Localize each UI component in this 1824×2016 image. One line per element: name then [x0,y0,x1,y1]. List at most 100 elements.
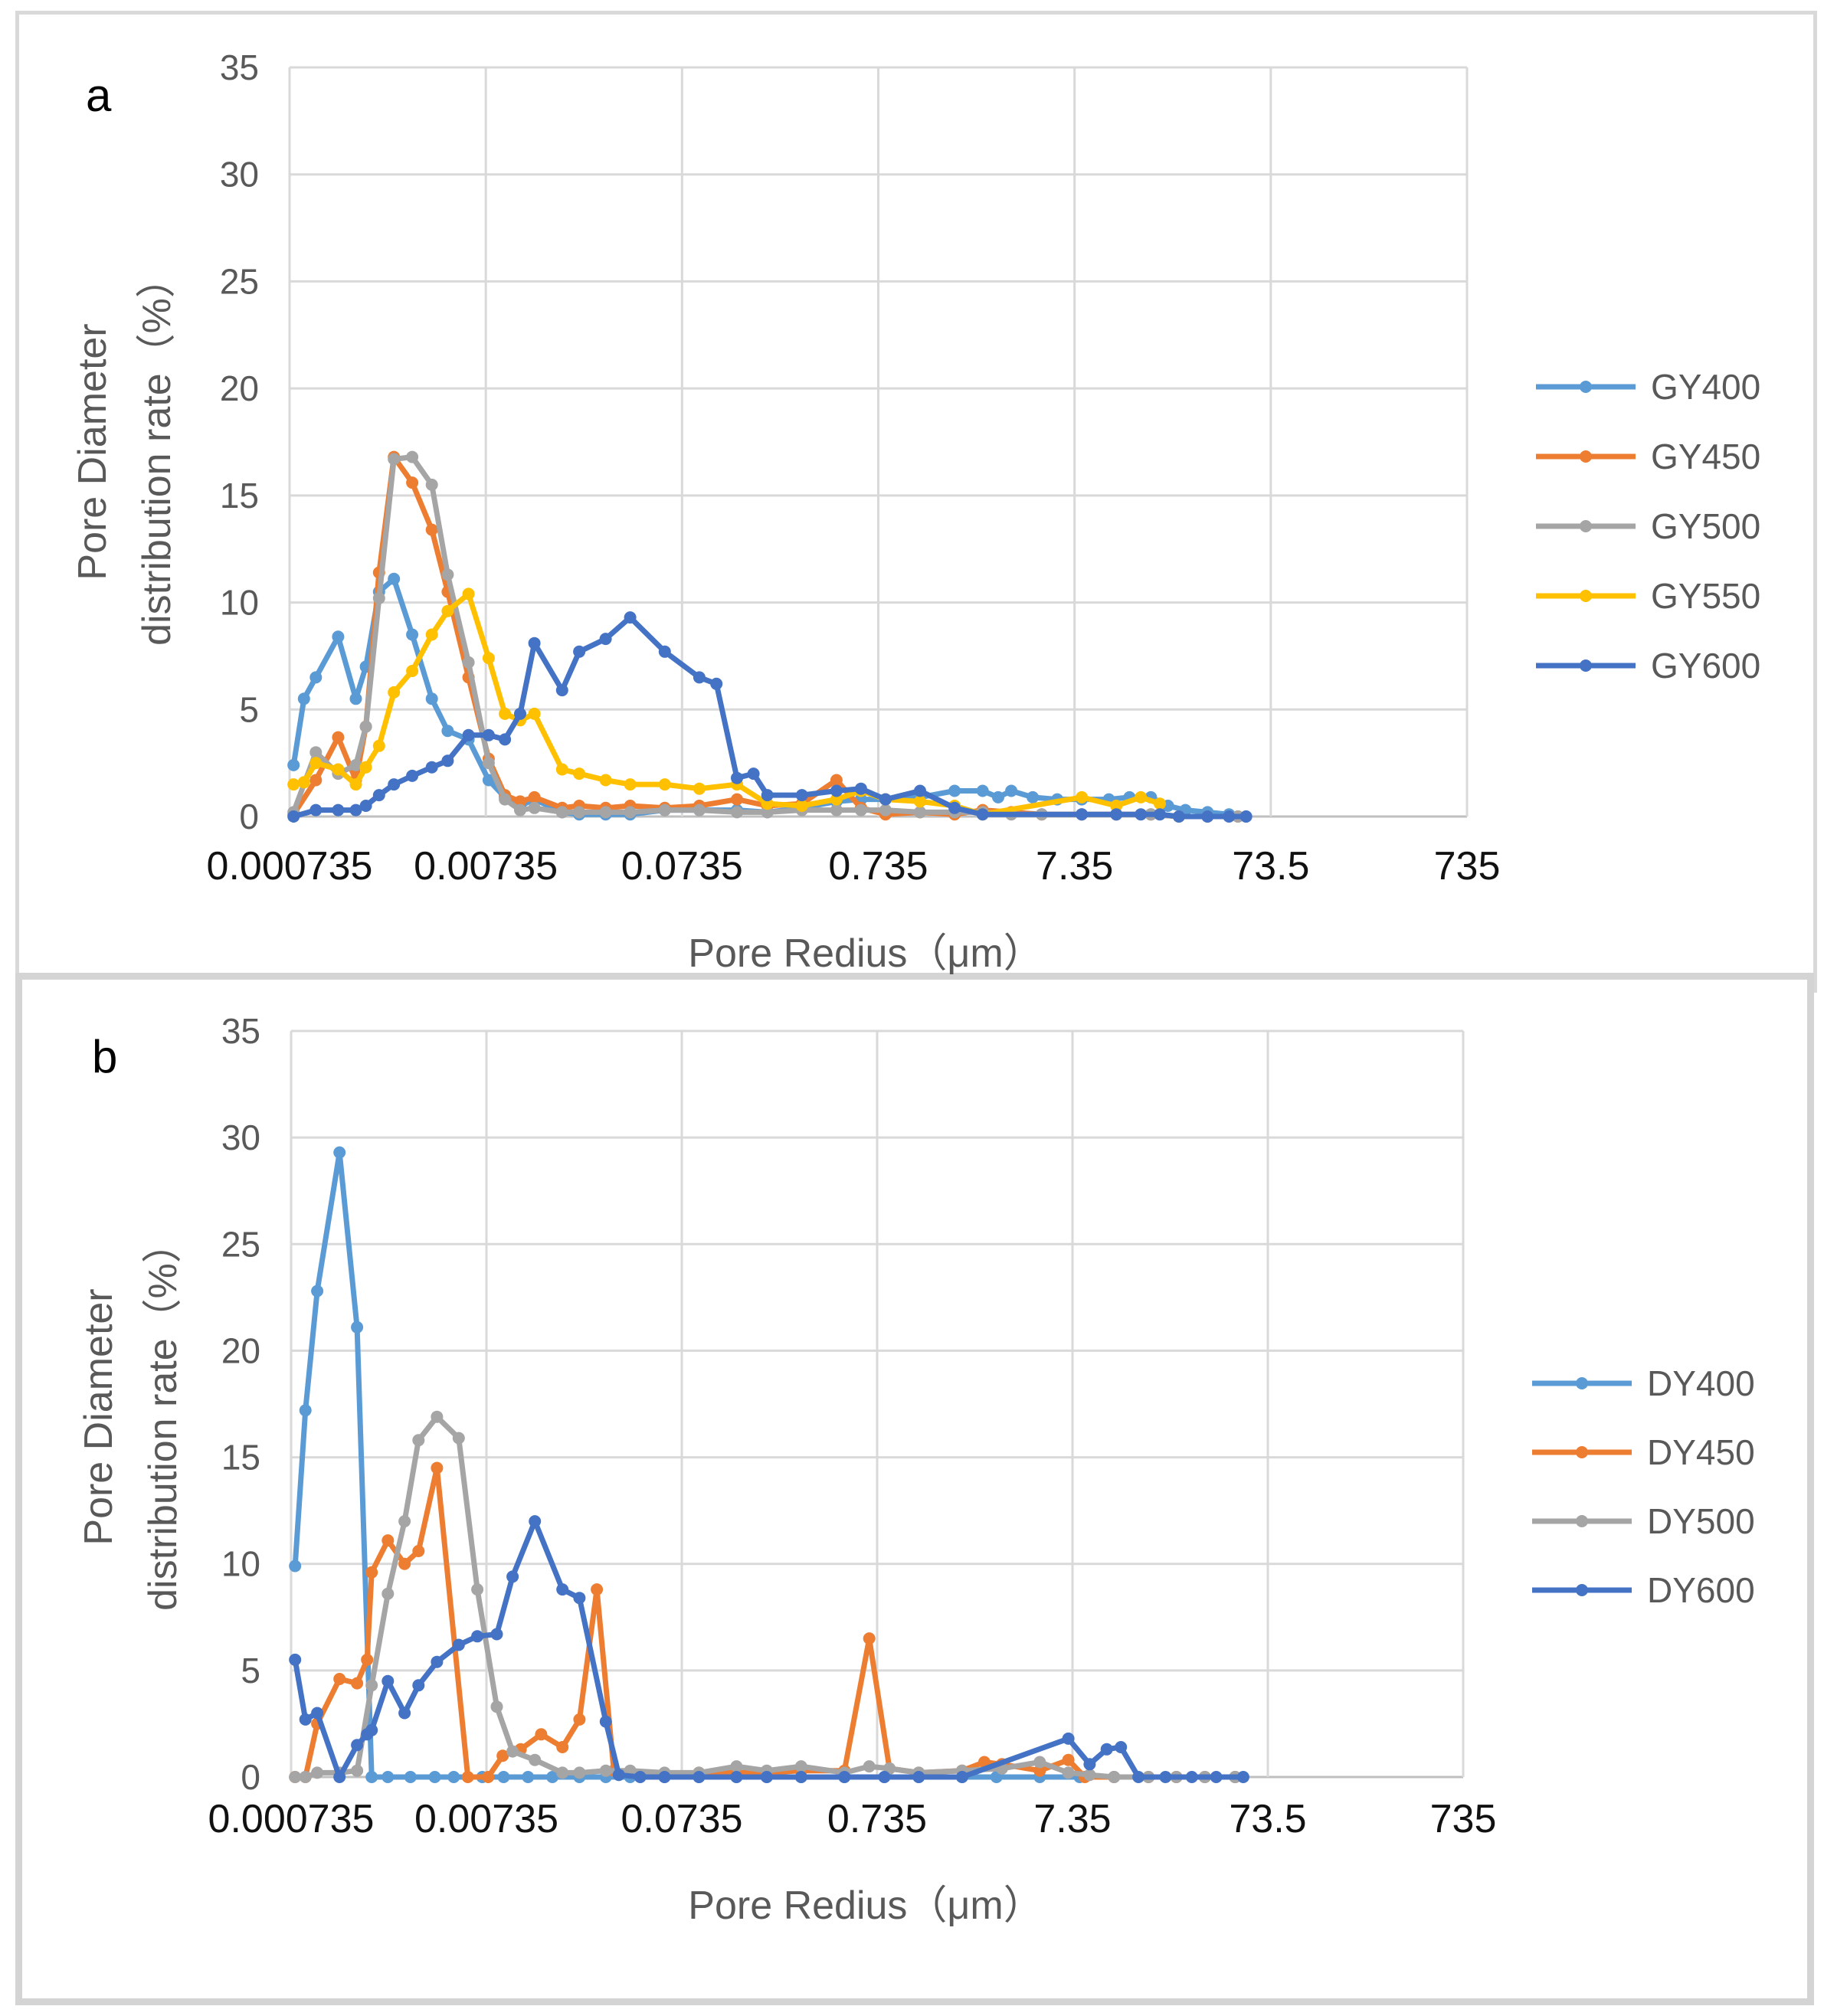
data-point-dy400 [351,1321,364,1334]
data-point-gy500 [406,450,419,463]
data-point-dy400 [404,1771,417,1783]
data-point-gy550 [555,763,568,776]
data-point-gy500 [372,592,385,604]
x-tick-label: 73.5 [1232,844,1309,889]
legend-marker-dy500 [1576,1515,1588,1527]
data-point-dy500 [431,1410,444,1423]
data-point-gy400 [388,572,401,585]
x-tick-label: 0.0735 [621,844,743,889]
data-point-gy400 [349,692,362,705]
legend-label-gy500: GY500 [1651,506,1760,546]
data-point-dy600 [1185,1771,1198,1783]
data-point-gy450 [309,774,323,787]
data-point-gy600 [388,778,401,791]
series-line-dy450 [292,1465,1238,1780]
data-point-dy500 [529,1753,542,1766]
x-tick-label: 73.5 [1229,1797,1306,1841]
data-point-gy600 [747,767,760,781]
data-point-dy600 [431,1655,444,1668]
data-point-gy550 [482,652,495,665]
data-point-dy450 [361,1653,374,1666]
data-point-dy500 [599,1764,612,1777]
legend-marker-gy600 [1580,659,1592,672]
data-point-dy450 [863,1632,876,1645]
data-point-gy550 [624,778,637,791]
x-tick-label: 735 [1434,844,1501,889]
data-point-dy400 [522,1771,535,1783]
data-point-gy500 [573,806,586,819]
data-point-dy400 [365,1771,378,1783]
y-tick-label: 20 [221,1330,260,1370]
data-point-gy400 [332,630,345,643]
data-point-gy550 [1154,797,1166,810]
data-point-dy450 [333,1673,346,1685]
data-point-gy600 [693,671,706,684]
chart-a: a 0 5 10 15 20 25 30 35 0.000735 0.00735 0.0735 0.… [70,47,1760,976]
y-tick-label: 10 [220,583,259,623]
data-point-gy550 [658,778,671,791]
legend-marker-dy400 [1576,1377,1588,1389]
data-point-dy600 [556,1583,569,1596]
data-point-gy550 [425,628,438,641]
data-point-gy600 [948,801,961,814]
data-point-dy600 [382,1674,395,1687]
y-tick-label: 10 [221,1544,260,1584]
data-point-gy550 [1135,790,1148,803]
data-point-gy450 [731,793,743,806]
data-point-dy400 [311,1285,324,1298]
data-point-dy600 [1083,1758,1096,1771]
data-point-gy500 [499,793,512,806]
data-point-dy600 [311,1707,324,1720]
data-point-dy600 [838,1771,851,1783]
data-point-dy600 [1100,1743,1113,1756]
x-tick-label: 0.000735 [208,1797,375,1841]
series-line-gy600 [290,614,1249,820]
data-point-dy450 [382,1534,395,1547]
data-point-dy500 [311,1766,324,1779]
data-point-gy500 [658,803,671,817]
data-point-gy550 [1076,790,1089,803]
data-point-dy600 [955,1771,968,1783]
data-point-dy600 [634,1771,647,1783]
data-point-gy550 [309,757,323,770]
data-point-dy600 [452,1638,465,1651]
data-point-gy600 [528,637,541,650]
data-point-gy600 [499,733,512,746]
data-point-gy400 [992,790,1004,803]
data-point-gy600 [795,789,808,802]
data-point-dy500 [556,1766,569,1779]
data-point-gy500 [830,803,843,817]
y-axis-title-line1: Pore Diameter [77,1288,121,1545]
data-point-gy500 [761,806,774,819]
data-point-gy550 [914,795,926,808]
data-point-dy600 [1062,1732,1075,1745]
data-point-dy400 [333,1146,346,1159]
data-point-gy500 [731,806,743,819]
data-point-gy450 [406,476,419,489]
data-point-dy450 [365,1566,378,1579]
data-point-dy500 [365,1679,378,1692]
data-point-dy500 [1108,1771,1121,1783]
data-point-gy450 [514,795,526,808]
data-point-gy500 [854,803,867,817]
data-point-gy500 [425,478,438,491]
y-tick-label: 35 [221,1011,260,1051]
data-point-dy450 [591,1583,604,1596]
x-tick-label: 7.35 [1033,1797,1111,1841]
data-point-dy450 [398,1557,411,1570]
data-point-dy450 [461,1771,474,1783]
data-point-gy600 [359,800,372,812]
data-point-gy500 [599,806,612,819]
legend-label-gy450: GY450 [1651,437,1760,476]
data-point-gy500 [693,803,706,817]
data-point-gy550 [761,797,774,810]
data-point-gy550 [297,776,310,789]
data-point-gy600 [573,645,586,658]
data-point-gy600 [287,810,300,823]
data-point-dy600 [365,1723,378,1736]
data-point-dy450 [535,1728,548,1741]
y-tick-label: 25 [220,261,259,301]
data-point-gy550 [372,739,385,752]
data-point-dy450 [573,1713,586,1726]
data-point-gy400 [425,692,438,705]
